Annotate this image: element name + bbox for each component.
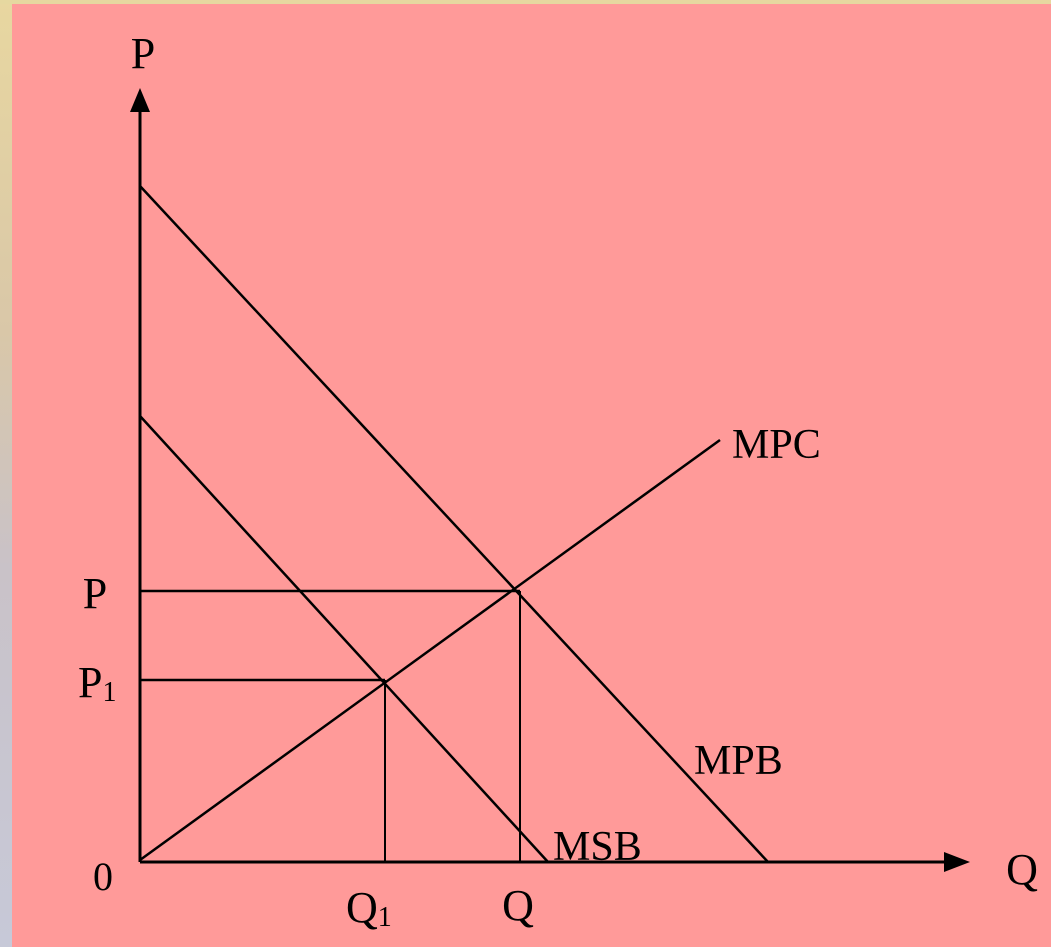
x-axis-arrow-icon [944, 852, 970, 872]
p-tick-label: P [83, 569, 107, 618]
q-tick-label: Q [502, 881, 534, 930]
mpc-curve [139, 438, 721, 862]
q1-tick-base: Q [346, 883, 378, 932]
msb-label: MSB [553, 824, 642, 870]
p1-tick-base: P [78, 658, 102, 707]
q1-tick-subscript: 1 [378, 902, 392, 933]
mpb-label: MPB [694, 738, 783, 784]
left-border-strip [0, 0, 12, 947]
top-border-strip [0, 0, 1051, 4]
q1-tick-label: Q1 [346, 883, 392, 933]
p1-tick-subscript: 1 [102, 677, 116, 708]
y-axis-arrow-icon [130, 88, 150, 112]
p1-tick-label: P1 [78, 658, 116, 708]
x-axis-label: Q [1006, 845, 1038, 894]
y-axis-label: P [131, 29, 155, 78]
mpc-label: MPC [732, 422, 821, 468]
mpb-curve [139, 185, 769, 863]
msb-curve [139, 415, 549, 863]
origin-label: 0 [93, 854, 113, 899]
